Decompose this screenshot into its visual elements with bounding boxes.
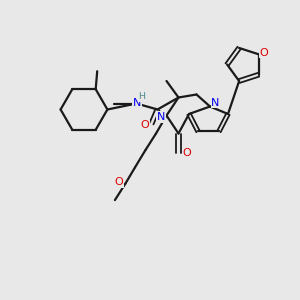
Text: O: O — [259, 48, 268, 58]
Text: O: O — [114, 177, 123, 187]
Text: N: N — [211, 98, 220, 108]
Text: O: O — [182, 148, 191, 158]
Text: N: N — [157, 112, 165, 122]
Text: N: N — [133, 98, 141, 109]
Text: O: O — [140, 120, 149, 130]
Text: H: H — [138, 92, 146, 101]
